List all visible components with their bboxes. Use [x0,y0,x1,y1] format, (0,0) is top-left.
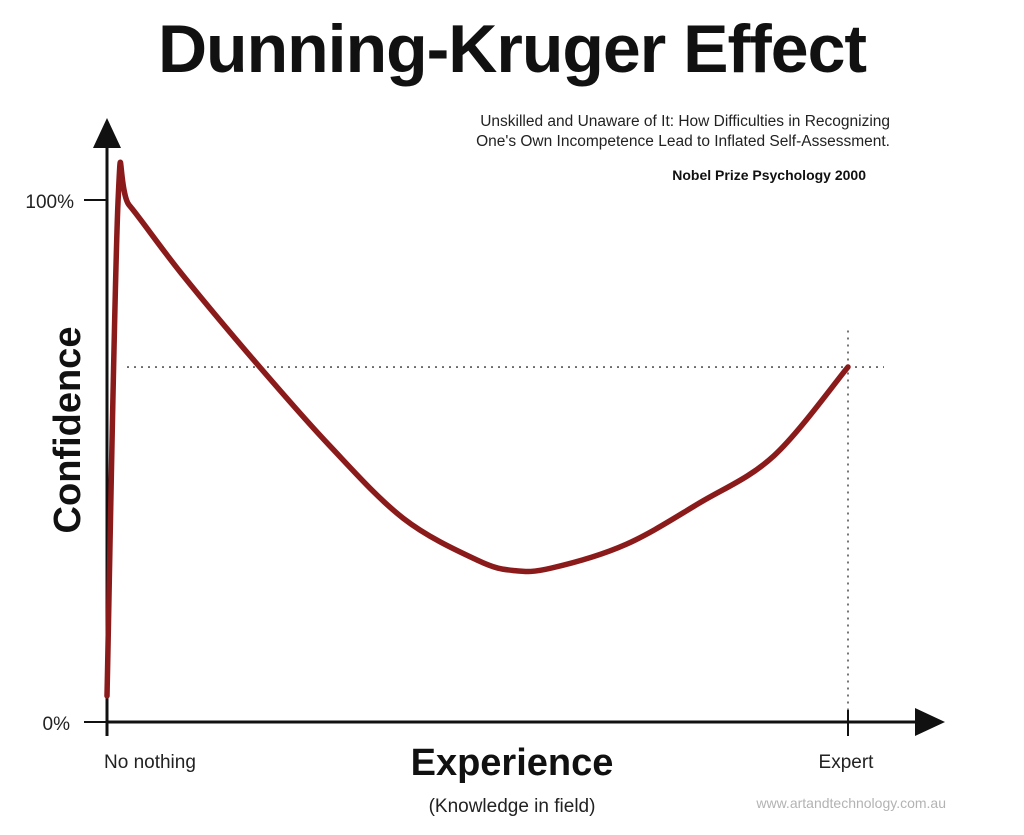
x-axis-sublabel: (Knowledge in field) [429,796,596,817]
series-point-0-8 [512,568,517,573]
axes [84,118,945,736]
series-point-0-12 [771,453,777,458]
series-point-0-4 [253,359,258,365]
series-point-0-3 [178,270,184,276]
y-tick-label-0: 0% [43,714,71,735]
x-tick-label-start: No nothing [104,752,196,773]
reference-lines [127,330,884,722]
series-point-0-0 [104,693,110,699]
chart-note: Nobel Prize Psychology 2000 [672,167,866,183]
series-point-0-2 [127,203,132,208]
chart-title: Dunning-Kruger Effect [158,11,866,87]
series-point-0-7 [475,557,480,563]
series-point-0-6 [401,516,406,521]
series-point-0-5 [327,443,332,448]
x-axis-label: Experience [411,742,614,784]
series-point-0-13 [845,364,851,370]
series-point-0-9 [549,565,554,571]
chart-subtitle-line-2: One's Own Incompetence Lead to Inflated … [476,133,890,150]
series-point-0-11 [697,500,702,505]
series-point-0-10 [623,542,628,547]
x-tick-label-end: Expert [819,752,875,773]
series-line-0 [104,159,851,699]
series-point-0-1 [115,197,121,203]
watermark: www.artandtechnology.com.au [755,795,946,811]
x-axis-arrowhead [915,708,945,736]
y-axis-arrowhead [93,118,121,148]
series-layer [104,159,851,699]
y-tick-label-100: 100% [25,192,74,213]
y-axis-label: Confidence [47,327,89,534]
chart-subtitle-line-1: Unskilled and Unaware of It: How Difficu… [480,113,890,130]
